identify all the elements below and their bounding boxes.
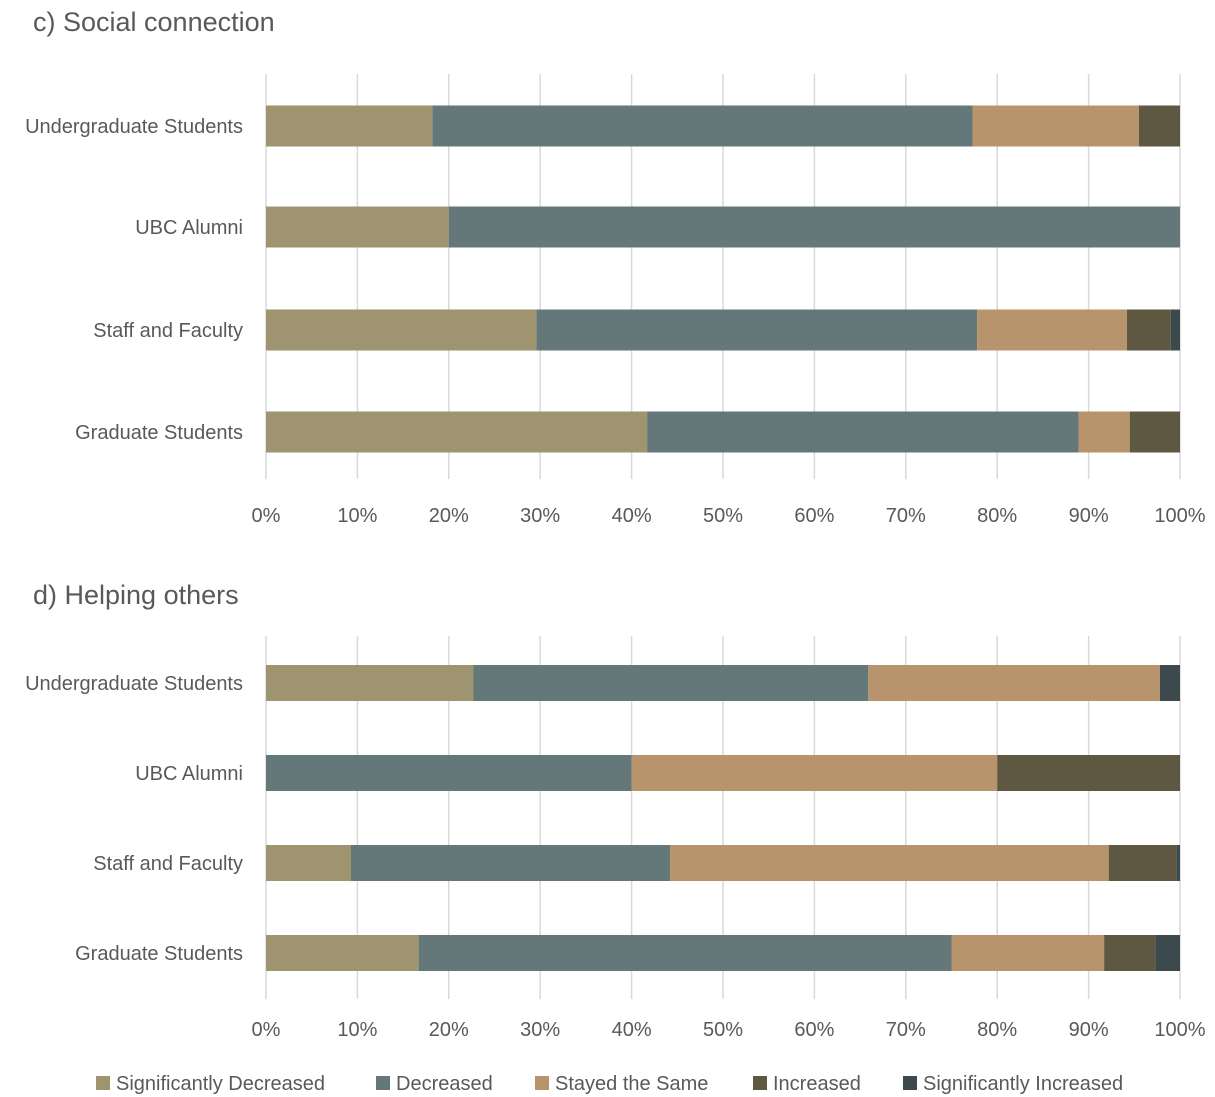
x-tick-label: 20% <box>429 505 469 527</box>
category-label: UBC Alumni <box>135 763 243 785</box>
bar-segment-decreased <box>647 411 1079 453</box>
bar-segment-decreased <box>432 105 973 147</box>
bar-segment-significantly-increased <box>1170 309 1180 351</box>
bar-segment-significantly-increased <box>1159 665 1180 701</box>
bar-segment-stayed-the-same <box>868 665 1160 701</box>
legend-swatch <box>376 1076 390 1090</box>
legend-swatch <box>535 1076 549 1090</box>
x-tick-label: 40% <box>612 1019 652 1041</box>
category-label: Staff and Faculty <box>93 320 243 342</box>
legend-label: Decreased <box>396 1073 493 1095</box>
bar-segment-significantly-increased <box>1176 845 1180 881</box>
bar-segment-stayed-the-same <box>977 309 1127 351</box>
x-tick-label: 40% <box>612 505 652 527</box>
bar-segment-significantly-decreased <box>266 845 352 881</box>
x-tick-label: 70% <box>886 505 926 527</box>
bar-segment-stayed-the-same <box>1078 411 1130 453</box>
x-tick-label: 50% <box>703 1019 743 1041</box>
x-tick-label: 0% <box>252 505 281 527</box>
x-axis-ticks: 0% 10% 20% 30% 40% 50% 60% 70% 80% 90% 100% <box>252 1019 1206 1041</box>
legend-swatch <box>96 1076 110 1090</box>
bar-segment-decreased <box>418 935 952 971</box>
category-labels: Undergraduate Students UBC Alumni Staff an… <box>25 673 243 965</box>
bar-segment-increased <box>1104 935 1156 971</box>
legend-swatch <box>753 1076 767 1090</box>
category-label: Graduate Students <box>75 943 243 965</box>
legend-item-stayed-the-same: Stayed the Same <box>535 1073 708 1095</box>
legend-label: Significantly Increased <box>923 1073 1123 1095</box>
x-tick-label: 70% <box>886 1019 926 1041</box>
x-tick-label: 30% <box>520 1019 560 1041</box>
legend-label: Stayed the Same <box>555 1073 708 1095</box>
bar-segment-decreased <box>536 309 978 351</box>
bar-segment-decreased <box>448 206 1180 248</box>
chart-title: d) Helping others <box>33 580 239 610</box>
bar-segment-increased <box>1126 309 1171 351</box>
legend-item-significantly-increased: Significantly Increased <box>903 1073 1123 1095</box>
bar-segment-increased <box>1108 845 1177 881</box>
bar-segment-decreased <box>351 845 670 881</box>
x-tick-label: 0% <box>252 1019 281 1041</box>
bar-segment-increased <box>1129 411 1180 453</box>
category-label: Undergraduate Students <box>25 673 243 695</box>
bar-segment-stayed-the-same <box>951 935 1105 971</box>
x-tick-label: 60% <box>794 1019 834 1041</box>
x-tick-label: 100% <box>1154 1019 1205 1041</box>
bar-segment-significantly-decreased <box>266 665 474 701</box>
bar-segment-stayed-the-same <box>669 845 1109 881</box>
bar-segment-significantly-decreased <box>266 309 537 351</box>
legend-label: Significantly Decreased <box>116 1073 325 1095</box>
bar-segment-significantly-decreased <box>266 105 433 147</box>
chart-title: c) Social connection <box>33 7 275 37</box>
bar-segment-increased <box>1138 105 1180 147</box>
bar-segment-decreased <box>266 755 632 791</box>
bar-segment-stayed-the-same <box>972 105 1139 147</box>
x-tick-label: 90% <box>1069 1019 1109 1041</box>
bar-segment-increased <box>997 755 1180 791</box>
x-axis-ticks: 0% 10% 20% 30% 40% 50% 60% 70% 80% 90% 100% <box>252 505 1206 527</box>
x-tick-label: 50% <box>703 505 743 527</box>
x-tick-label: 20% <box>429 1019 469 1041</box>
bar-segment-significantly-decreased <box>266 411 648 453</box>
bar-segment-significantly-decreased <box>266 935 419 971</box>
x-tick-label: 100% <box>1154 505 1205 527</box>
x-tick-label: 10% <box>337 1019 377 1041</box>
x-tick-label: 60% <box>794 505 834 527</box>
category-label: Staff and Faculty <box>93 853 243 875</box>
legend-item-significantly-decreased: Significantly Decreased <box>96 1073 325 1095</box>
x-tick-label: 10% <box>337 505 377 527</box>
category-label: UBC Alumni <box>135 217 243 239</box>
legend-label: Increased <box>773 1073 861 1095</box>
legend-swatch <box>903 1076 917 1090</box>
legend-item-increased: Increased <box>753 1073 861 1095</box>
legend: Significantly Decreased Decreased Stayed t… <box>96 1073 1123 1095</box>
category-label: Graduate Students <box>75 422 243 444</box>
chart-panel-helping-others: d) Helping others Undergraduate Students… <box>25 580 1206 1041</box>
x-tick-label: 80% <box>977 505 1017 527</box>
category-label: Undergraduate Students <box>25 116 243 138</box>
chart-panel-social-connection: c) Social connection Undergraduate Stude… <box>25 7 1206 527</box>
bar-segment-decreased <box>473 665 869 701</box>
bar-segment-significantly-decreased <box>266 206 449 248</box>
x-tick-label: 90% <box>1069 505 1109 527</box>
bars <box>266 665 1180 971</box>
category-labels: Undergraduate Students UBC Alumni Staff an… <box>25 116 243 444</box>
bars <box>266 105 1180 453</box>
legend-item-decreased: Decreased <box>376 1073 493 1095</box>
x-tick-label: 80% <box>977 1019 1017 1041</box>
bar-segment-stayed-the-same <box>631 755 998 791</box>
x-tick-label: 30% <box>520 505 560 527</box>
bar-segment-significantly-increased <box>1155 935 1180 971</box>
